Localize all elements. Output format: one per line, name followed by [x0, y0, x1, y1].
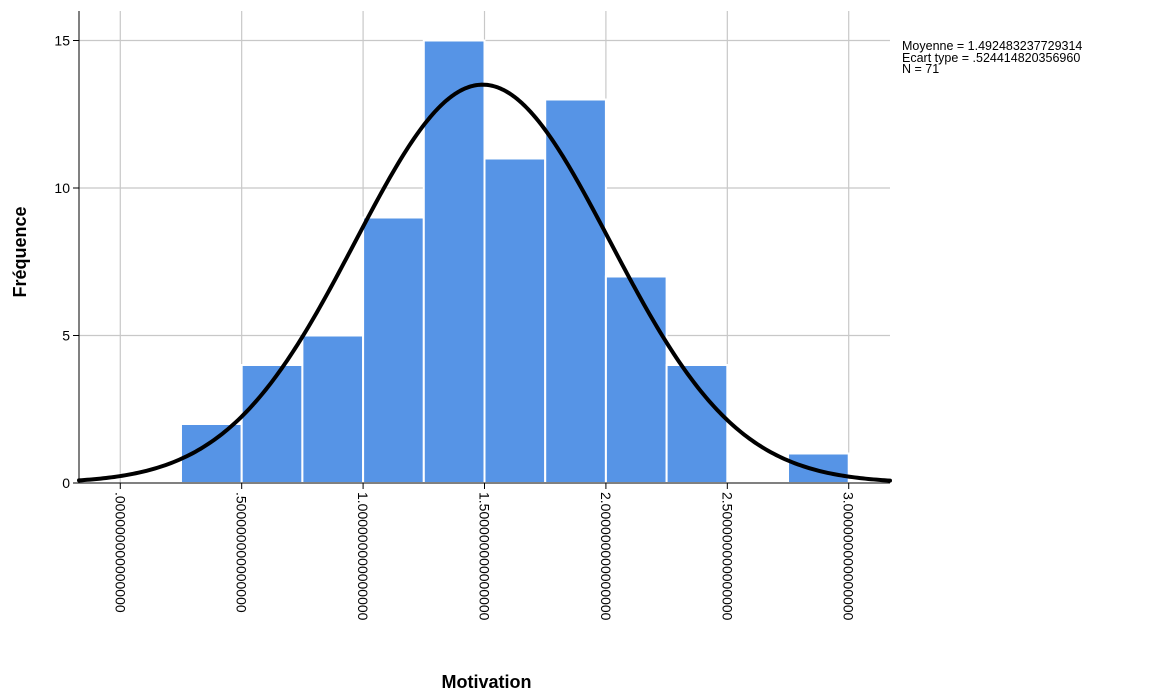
histogram-bar: [362, 216, 425, 484]
y-tick-label: 15: [54, 33, 70, 49]
x-tick-label: .500000000000000: [234, 492, 250, 613]
y-tick-label: 5: [62, 328, 70, 344]
x-tick-label: .000000000000000: [112, 492, 128, 613]
sd-stat: Ecart type = .524414820356960: [902, 50, 1081, 65]
x-tick-label: 2.000000000000000: [598, 492, 614, 621]
y-axis-label: Fréquence: [10, 206, 30, 297]
n-stat: N = 71: [902, 62, 940, 76]
histogram-bars: [179, 39, 850, 484]
y-tick-labels: 0 5 10 15: [54, 33, 70, 492]
x-tick-label: 2.500000000000000: [719, 492, 735, 621]
x-tick-label: 1.000000000000000: [355, 492, 371, 621]
histogram-bar: [604, 275, 668, 484]
y-tick-label: 10: [54, 180, 70, 196]
histogram-bar: [422, 39, 486, 484]
histogram-bar: [787, 452, 850, 484]
axes: [73, 11, 890, 489]
x-axis-label: Motivation: [442, 672, 532, 692]
x-tick-label: 3.000000000000000: [841, 492, 857, 621]
histogram-bar: [544, 98, 607, 484]
summary-statistics: Moyenne = 1.492483237729314 Ecart type =…: [902, 39, 1083, 76]
x-tick-labels: .000000000000000 .500000000000000 1.000000…: [112, 492, 856, 621]
histogram-bar: [301, 334, 365, 484]
normal-curve-layer: [77, 82, 892, 483]
histogram-bar: [665, 364, 729, 484]
y-tick-label: 0: [62, 475, 70, 491]
mean-stat: Moyenne = 1.492483237729314: [902, 39, 1083, 53]
histogram-bar: [483, 157, 547, 484]
x-tick-label: 1.500000000000000: [477, 492, 493, 621]
normal-curve: [77, 82, 892, 483]
